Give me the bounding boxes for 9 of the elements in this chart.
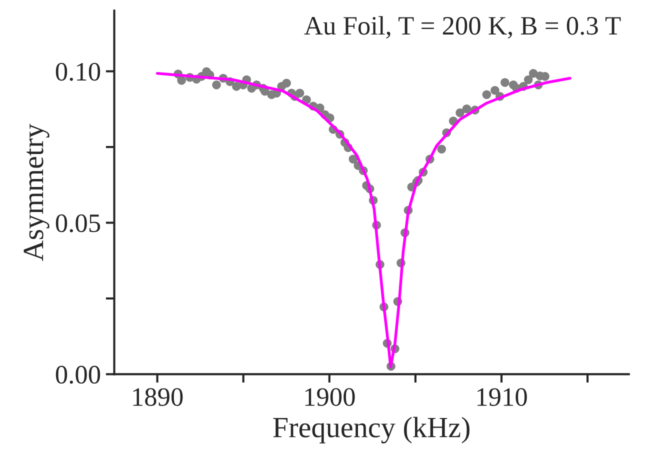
annotation: Au Foil, T = 200 K, B = 0.3 T [304,16,621,39]
y-tick-label: 0.00 [56,366,100,384]
y-axis-title: Asymmetry [24,124,50,262]
x-tick-label: 1890 [133,388,183,406]
y-tick-label: 0.10 [56,62,100,81]
x-tick-label: 1910 [477,388,527,406]
x-axis-title: Frequency (kHz) [273,416,470,444]
y-tick-label: 0.05 [56,214,100,232]
x-tick-label: 1900 [305,388,355,406]
